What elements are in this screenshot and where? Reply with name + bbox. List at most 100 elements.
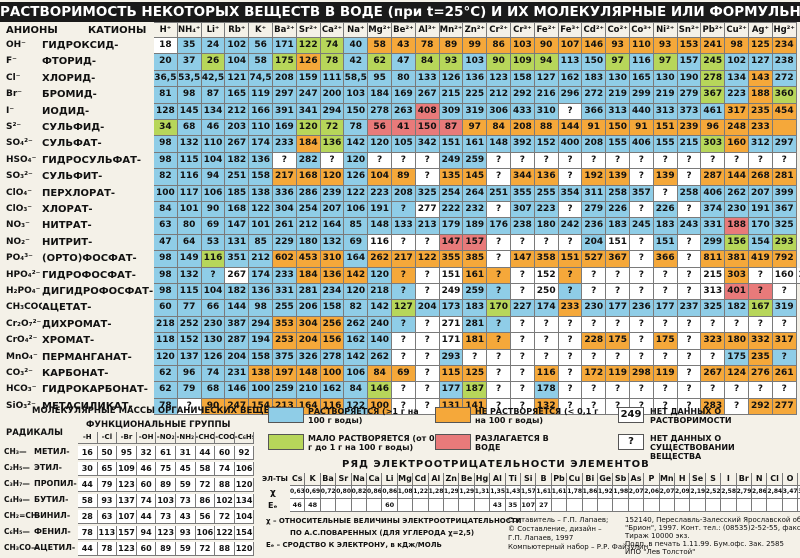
element-symbol: O	[782, 473, 799, 486]
solubility-cell: 454	[772, 103, 797, 120]
legend-no-existence: НЕТ ДАННЫХ О СУЩЕСТВОВАНИИ ВЕЩЕСТВА	[650, 434, 735, 461]
solubility-cell: 62	[154, 366, 178, 383]
solubility-cell: 354	[558, 185, 583, 202]
cation-header: NH₄⁺	[177, 22, 202, 38]
solubility-cell: 125	[749, 38, 773, 55]
organic-cell: 123	[117, 542, 137, 556]
solubility-cell: 210	[296, 382, 321, 399]
solubility-cell: ?	[677, 349, 702, 366]
solubility-cell: 204	[582, 234, 607, 252]
solubility-cell: ?	[677, 366, 702, 383]
solubility-cell: 182	[725, 300, 749, 317]
organic-cell: 46	[136, 462, 157, 476]
solubility-cell: ?	[582, 284, 607, 301]
solubility-cell: 87	[439, 120, 464, 137]
solubility-cell: 387	[225, 316, 250, 334]
solubility-cell: 313	[653, 103, 678, 120]
anion-name: ХРОМАТ-	[42, 335, 95, 347]
solubility-cell: 88	[534, 120, 559, 137]
solubility-cell: 148	[368, 218, 392, 235]
solubility-cell: 183	[606, 218, 630, 235]
solubility-cell: ?	[749, 382, 773, 399]
cation-header: K⁺	[249, 22, 273, 38]
solubility-cell: 233	[273, 267, 297, 284]
solubility-cell: 90	[534, 38, 559, 55]
legend-insoluble: НЕ РАСТВОРЯЕТСЯ (< 0,1 г на 100 г воды)	[475, 407, 599, 425]
solubility-cell: ?	[725, 398, 749, 416]
solubility-cell: 106	[201, 185, 226, 202]
solubility-cell: ?	[630, 349, 654, 366]
solubility-cell	[772, 120, 797, 137]
solubility-cell: ?	[558, 366, 583, 383]
element-symbol: Cu	[567, 473, 583, 486]
solubility-cell: ?	[415, 169, 440, 186]
organic-cell: 61	[156, 446, 176, 460]
legend-no-solubility-box: 249	[618, 407, 644, 423]
solubility-cell: 103	[463, 54, 488, 71]
solubility-cell: 120	[344, 284, 369, 301]
organic-cell: 45	[176, 462, 196, 476]
solubility-cell: ?	[677, 251, 702, 268]
solubility-cell: 310	[320, 251, 345, 268]
element-symbol: Cd	[413, 473, 429, 486]
solubility-cell: 189	[463, 218, 488, 235]
element-symbol: I	[721, 473, 737, 486]
solubility-cell: 188	[749, 87, 773, 104]
anion-name: ХЛОРИД-	[42, 72, 96, 84]
solubility-cell: 453	[296, 251, 321, 268]
anion-formula: SO₃²⁻	[6, 171, 33, 182]
solubility-cell: ?	[558, 169, 583, 186]
solubility-cell: 98	[154, 284, 178, 301]
chi-value: 1,92	[598, 486, 614, 499]
solubility-cell: ?	[392, 316, 416, 334]
solubility-cell: 158	[511, 70, 535, 88]
element-symbol: Al	[490, 473, 506, 486]
anion-formula: OH⁻	[6, 40, 26, 50]
solubility-cell: 139	[653, 169, 678, 186]
radical-name: АЦЕТИЛ-	[34, 543, 76, 552]
solubility-cell: 281	[772, 169, 797, 186]
organic-cell: 50	[97, 446, 118, 460]
solubility-cell: 208	[273, 70, 297, 88]
solubility-cell: ?	[201, 267, 226, 284]
solubility-cell: 134	[725, 70, 749, 88]
solubility-cell: ?	[415, 152, 440, 170]
solubility-cell: 303	[701, 136, 726, 153]
solubility-cell: 60	[154, 300, 178, 317]
solubility-cell: ?	[677, 234, 702, 252]
solubility-cell: 154	[749, 234, 773, 252]
solubility-cell: 145	[463, 169, 488, 186]
solubility-cell: 188	[725, 218, 749, 235]
solubility-cell: 162	[558, 70, 583, 88]
organic-cell: 134	[234, 494, 255, 508]
solubility-cell: 296	[796, 267, 800, 284]
solubility-cell: 261	[273, 218, 297, 235]
solubility-cell: 98	[725, 38, 749, 55]
affinity-value	[613, 499, 629, 512]
chi-value: 1,28	[428, 486, 444, 499]
affinity-value	[721, 499, 737, 512]
solubility-cell: 149	[177, 251, 202, 268]
solubility-cell: 259	[463, 284, 488, 301]
solubility-cell: 326	[296, 349, 321, 366]
anion-formula: Cr₂O₇²⁻	[6, 318, 42, 329]
solubility-cell: 173	[439, 300, 464, 317]
solubility-cell: 208	[582, 136, 607, 153]
chi-value: 2,52	[705, 486, 722, 499]
solubility-cell: 331	[273, 284, 297, 301]
solubility-cell: 332	[749, 333, 773, 350]
publisher-line-2: "Брион", 1997. Конт. тел.: (08535)2-52-5…	[625, 524, 800, 532]
organic-cell: 32	[136, 446, 157, 460]
solubility-cell: 313	[606, 103, 630, 120]
chi-value: 1,61	[551, 486, 568, 499]
solubility-cell: 251	[225, 169, 250, 186]
solubility-cell: 241	[701, 38, 726, 55]
solubility-cell: 168	[225, 202, 250, 219]
solubility-cell: 98	[154, 152, 178, 170]
solubility-cell: 115	[177, 152, 202, 170]
solubility-cell: 152	[177, 333, 202, 350]
solubility-cell: 78	[344, 120, 369, 137]
solubility-cell: ?	[606, 152, 630, 170]
solubility-cell: 271	[439, 316, 464, 334]
